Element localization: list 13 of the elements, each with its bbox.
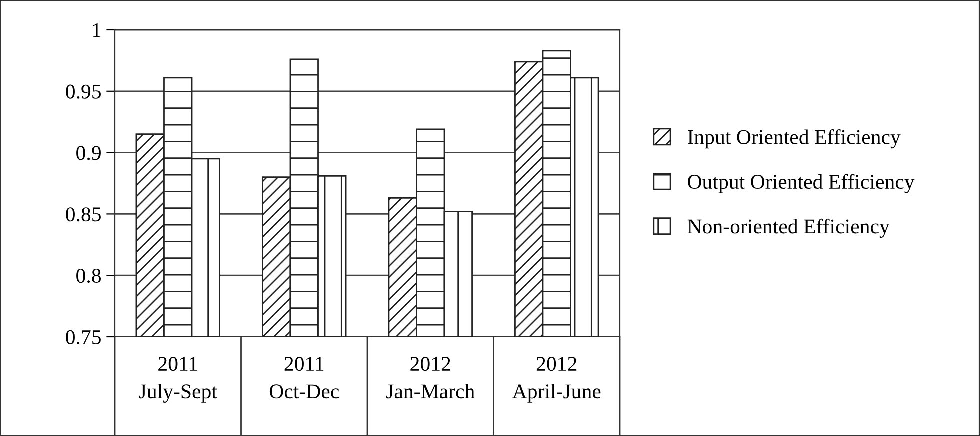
- legend-label: Output Oriented Efficiency: [688, 174, 915, 194]
- y-tick-label: 0.9: [76, 146, 101, 160]
- y-tick-label: 0.85: [66, 208, 101, 222]
- y-tick-label: 0.75: [66, 330, 101, 345]
- x-tick-label: 2011 July-Sept: [139, 357, 218, 403]
- x-tick-label: 2012 Jan-March: [386, 357, 475, 399]
- x-tick-label: 2012 April-June: [512, 357, 601, 403]
- x-tick-label: 2011 Oct-Dec: [270, 357, 340, 399]
- y-tick-label: 0.8: [76, 268, 102, 284]
- y-tick-label: 0.95: [66, 84, 101, 99]
- legend-label: Non-oriented Efficiency: [688, 218, 890, 238]
- y-tick-label: 1: [93, 23, 101, 38]
- legend-label: Input Oriented Efficiency: [688, 129, 901, 149]
